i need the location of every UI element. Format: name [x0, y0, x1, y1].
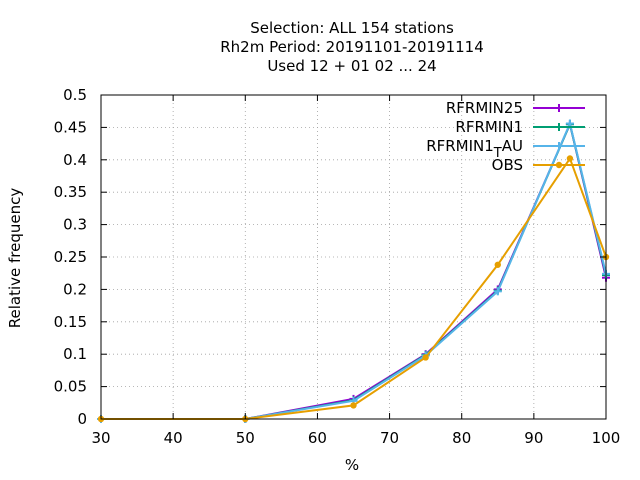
series-line	[101, 156, 607, 420]
y-tick-label: 0.45	[54, 118, 87, 136]
y-tick-label: 0.4	[63, 151, 87, 169]
chart-title: Selection: ALL 154 stations Rh2m Period:…	[220, 19, 484, 75]
title-line-1: Selection: ALL 154 stations	[250, 19, 454, 37]
y-axis: 0 0.05 0.1 0.15 0.2 0.25 0.3 0.35 0.4 0.45 0.5	[54, 86, 606, 428]
legend-entry: RFRMIN1	[455, 118, 585, 136]
title-line-3: Used 12 + 01 02 ... 24	[267, 57, 436, 75]
data-point	[494, 261, 501, 268]
data-point	[566, 155, 574, 162]
y-tick-label: 0.3	[63, 216, 87, 234]
y-tick-label: 0.05	[54, 378, 87, 396]
y-tick-label: 0.25	[54, 248, 87, 266]
x-tick-label: 100	[592, 429, 621, 447]
data-point	[493, 287, 502, 296]
y-tick-label: 0	[77, 410, 87, 428]
legend-label: OBS	[492, 156, 523, 174]
legend-entry: RFRMIN1TAU	[426, 137, 585, 161]
legend-label: RFRMIN25	[446, 99, 523, 117]
legend-marker	[555, 142, 563, 150]
y-tick-label: 0.15	[54, 313, 87, 331]
x-tick-label: 60	[308, 429, 327, 447]
y-tick-label: 0.2	[63, 280, 87, 298]
x-tick-label: 70	[380, 429, 399, 447]
x-tick-label: 50	[236, 429, 255, 447]
title-line-2: Rh2m Period: 20191101-20191114	[220, 38, 484, 56]
x-axis-label: %	[345, 456, 359, 474]
x-tick-label: 30	[91, 429, 110, 447]
legend-marker	[555, 104, 563, 112]
legend-entry: RFRMIN25	[446, 99, 585, 117]
legend-label: RFRMIN1TAU	[426, 137, 523, 161]
legend-entry: OBS	[492, 156, 585, 174]
x-tick-label: 90	[524, 429, 543, 447]
data-point	[350, 402, 357, 409]
y-axis-label: Relative frequency	[6, 188, 24, 329]
data-point	[422, 354, 429, 361]
series-line	[101, 121, 607, 420]
legend-marker	[555, 161, 563, 169]
legend-marker	[555, 123, 563, 131]
y-tick-label: 0.5	[63, 86, 87, 104]
grid	[101, 95, 606, 419]
x-tick-label: 40	[164, 429, 183, 447]
y-tick-label: 0.1	[63, 345, 87, 363]
legend-label: RFRMIN1	[455, 118, 523, 136]
x-axis: 30 40 50 60 70 80 90 100	[91, 95, 620, 447]
series-4	[97, 155, 610, 423]
x-tick-label: 80	[452, 429, 471, 447]
series-line	[101, 121, 607, 420]
series-line	[101, 120, 607, 420]
y-tick-label: 0.35	[54, 183, 87, 201]
